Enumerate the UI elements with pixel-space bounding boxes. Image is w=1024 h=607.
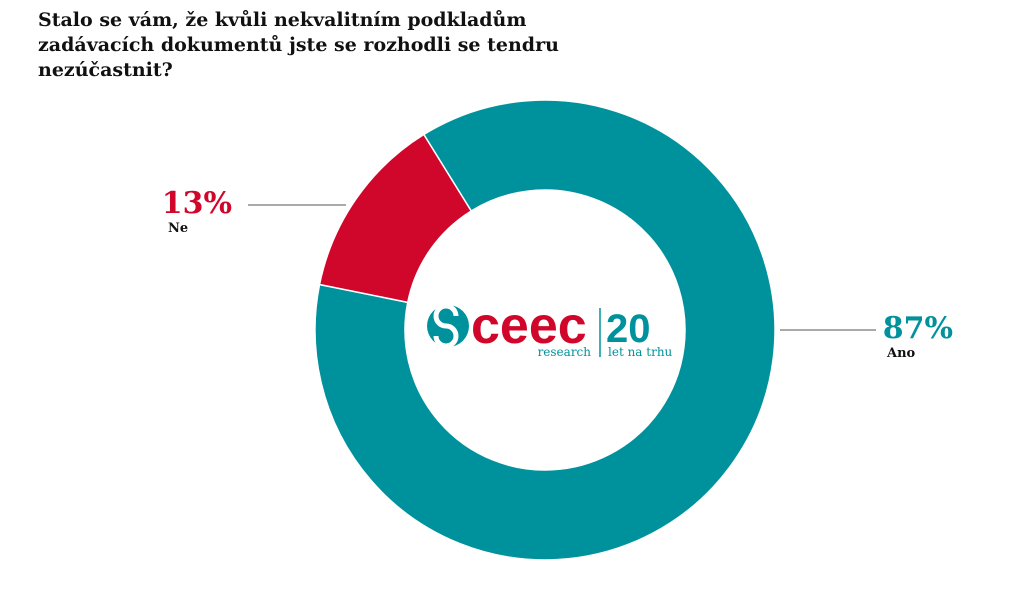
logo: ceec research 20 let na trhu (427, 297, 673, 359)
logo-name: ceec (471, 297, 587, 355)
logo-icon-s (433, 303, 459, 349)
chart-title: Stalo se vám, že kvůli nekvalitním podkl… (38, 9, 559, 81)
logo-years: 20 (606, 307, 651, 351)
donut-segment (314, 99, 776, 561)
value-label: 13% (162, 186, 232, 221)
category-label: Ne (168, 221, 188, 236)
donut-segment (318, 133, 473, 304)
logo-years-sub: let na trhu (608, 345, 673, 359)
logo-sub: research (538, 345, 592, 359)
category-label: Ano (886, 346, 916, 361)
value-label: 87% (883, 311, 953, 346)
